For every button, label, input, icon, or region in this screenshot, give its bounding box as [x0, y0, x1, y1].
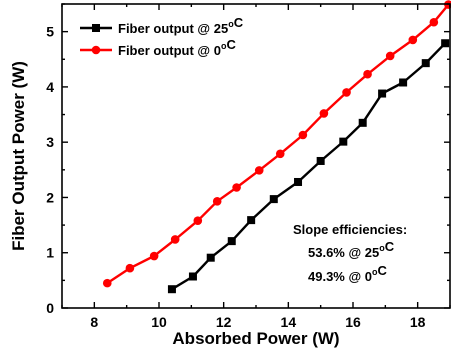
y-tick-label: 0 [46, 300, 54, 316]
series-25c-point [227, 237, 236, 246]
slope-value-25c: 53.6% @ 25oC [308, 239, 395, 260]
series-0c-point [298, 130, 308, 140]
series-25c-point [358, 118, 367, 127]
series-25c-point [441, 39, 450, 48]
y-tick-label: 2 [46, 189, 54, 205]
series-0c-point [385, 51, 395, 61]
series-0c-point [170, 235, 180, 244]
x-tick-label: 10 [151, 314, 167, 330]
series-0c-point [254, 166, 264, 175]
series-25c-point [206, 253, 215, 262]
series-25c-point [294, 177, 303, 186]
series-layer [102, 0, 451, 294]
series-0c-point [363, 69, 372, 79]
y-tick-label: 1 [46, 245, 54, 261]
x-tick-label: 16 [345, 314, 361, 330]
series-0c-point [408, 35, 418, 45]
series-25c-point [421, 59, 430, 68]
x-tick-label: 8 [90, 314, 98, 330]
series-25c-point [378, 89, 387, 98]
series-25c-point [316, 156, 325, 165]
series-0c-point [429, 17, 439, 27]
legend-marker-series-0c [91, 45, 101, 55]
x-tick-label: 18 [410, 314, 426, 330]
series-0c-point [232, 183, 241, 192]
series-0c-point [193, 216, 203, 225]
legend-label-series-0c: Fiber output @ 0oC [118, 37, 236, 58]
x-axis-title: Absorbed Power (W) [172, 329, 339, 348]
x-tick-label: 14 [281, 314, 297, 330]
y-axis-title: Fiber Output Power (W) [9, 61, 28, 251]
slope-heading: Slope efficiencies: [293, 222, 407, 237]
series-25c-point [339, 137, 348, 146]
series-0c-point [125, 263, 135, 273]
series-0c-point [319, 109, 329, 118]
series-0c-point [342, 88, 351, 97]
slope-value-0c: 49.3% @ 0oC [308, 263, 388, 284]
series-25c-point [269, 195, 278, 204]
series-0c-point [212, 197, 222, 206]
legend-marker-series-25c [92, 24, 100, 32]
y-tick-label: 5 [46, 24, 54, 40]
y-tick-label: 4 [46, 79, 54, 95]
slope-annotation: Slope efficiencies: 53.6% @ 25oC 49.3% @ 0… [293, 222, 407, 284]
series-25c-point [399, 78, 408, 87]
series-25c-point [167, 285, 176, 294]
y-tick-label: 3 [46, 134, 54, 150]
series-25c-point [247, 216, 256, 225]
legend-label-series-25c: Fiber output @ 25oC [118, 15, 244, 36]
series-0c-point [102, 278, 112, 288]
series-0c-point [149, 251, 159, 261]
series-25c-point [188, 272, 197, 281]
series-0c-point [275, 149, 285, 159]
x-tick-label: 12 [216, 314, 232, 330]
